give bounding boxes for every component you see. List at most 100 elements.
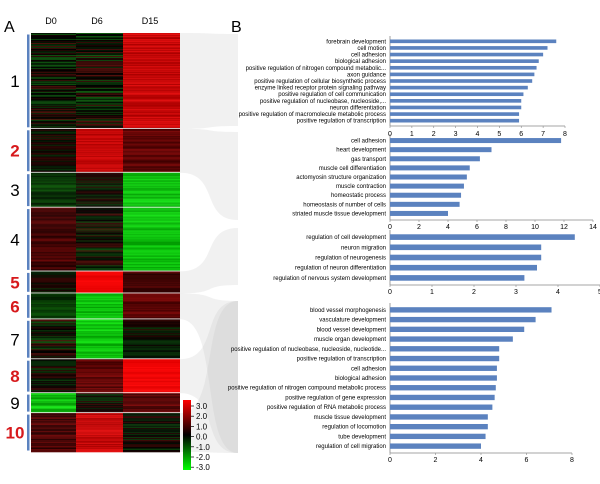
heatmap-cell bbox=[76, 188, 123, 190]
heatmap-cell bbox=[76, 304, 123, 306]
heatmap-cell bbox=[123, 229, 180, 231]
heatmap-cell bbox=[76, 41, 123, 44]
heatmap-cell bbox=[31, 204, 76, 206]
heatmap-cell bbox=[76, 386, 123, 388]
heatmap-cell bbox=[31, 252, 76, 254]
heatmap-cell bbox=[76, 192, 123, 194]
heatmap-cell bbox=[123, 137, 180, 140]
heatmap-cell bbox=[123, 448, 180, 450]
heatmap-cell bbox=[123, 84, 180, 87]
heatmap-cell bbox=[123, 41, 180, 44]
heatmap-cell bbox=[76, 294, 123, 296]
heatmap-cell bbox=[31, 356, 76, 358]
heatmap-cell bbox=[123, 80, 180, 83]
heatmap-cell bbox=[31, 278, 76, 280]
heatmap-cell bbox=[76, 91, 123, 94]
heatmap-cell bbox=[123, 147, 180, 150]
heatmap-cell bbox=[31, 314, 76, 316]
heatmap-cell bbox=[76, 168, 123, 170]
heatmap-cell bbox=[123, 446, 180, 448]
heatmap-cell bbox=[123, 397, 180, 399]
heatmap-cell bbox=[123, 342, 180, 344]
heatmap-cell bbox=[31, 56, 76, 59]
heatmap-cell bbox=[76, 285, 123, 287]
heatmap-cell bbox=[76, 415, 123, 417]
heatmap-cell bbox=[123, 173, 180, 175]
heatmap-cell bbox=[123, 204, 180, 206]
go-term-label: forebrain development bbox=[326, 39, 386, 45]
heatmap-cell bbox=[123, 377, 180, 379]
heatmap-cell bbox=[123, 215, 180, 217]
heatmap-cell bbox=[31, 57, 76, 60]
heatmap-cell bbox=[31, 193, 76, 195]
heatmap-cell bbox=[31, 311, 76, 313]
heatmap-cell bbox=[76, 79, 123, 82]
heatmap-cell bbox=[123, 299, 180, 301]
heatmap-cell bbox=[123, 146, 180, 149]
heatmap-cell bbox=[31, 302, 76, 304]
heatmap-cell bbox=[123, 409, 180, 411]
heatmap-cell bbox=[31, 86, 76, 89]
heatmap-cell bbox=[76, 224, 123, 226]
heatmap-cell bbox=[123, 357, 180, 359]
heatmap-cell bbox=[123, 71, 180, 74]
heatmap-cell bbox=[76, 237, 123, 239]
heatmap-cell bbox=[123, 98, 180, 101]
heatmap-cell bbox=[123, 416, 180, 418]
heatmap-cell bbox=[123, 248, 180, 250]
heatmap-cell bbox=[76, 238, 123, 240]
heatmap-cell bbox=[76, 179, 123, 181]
heatmap-cell bbox=[31, 260, 76, 262]
go-term-label: regulation of neuron differentiation bbox=[295, 266, 386, 272]
heatmap-cell bbox=[76, 139, 123, 142]
heatmap-cell bbox=[31, 401, 76, 403]
heatmap-cell bbox=[31, 279, 76, 281]
heatmap-cell bbox=[76, 320, 123, 322]
heatmap-cell bbox=[31, 430, 76, 432]
heatmap-cell bbox=[76, 379, 123, 381]
heatmap-cell bbox=[123, 239, 180, 241]
heatmap-cell bbox=[31, 371, 76, 373]
heatmap-cell bbox=[123, 36, 180, 39]
heatmap-cell bbox=[31, 245, 76, 247]
heatmap-cell bbox=[76, 353, 123, 355]
heatmap-cell bbox=[123, 224, 180, 226]
heatmap-cell bbox=[76, 150, 123, 153]
heatmap-cell bbox=[123, 61, 180, 64]
heatmap-cell bbox=[123, 218, 180, 220]
heatmap-cell bbox=[123, 33, 180, 35]
go-term-label: cell adhesion bbox=[351, 139, 386, 145]
heatmap-cell bbox=[123, 205, 180, 207]
heatmap-cell bbox=[31, 74, 76, 77]
x-tick-label: 4 bbox=[556, 289, 560, 296]
go-term-label: regulation of neurogenesis bbox=[315, 256, 386, 262]
heatmap-cell bbox=[76, 243, 123, 245]
heatmap-cell bbox=[31, 295, 76, 297]
heatmap-cell bbox=[123, 265, 180, 267]
heatmap-cell bbox=[123, 180, 180, 182]
heatmap-cell bbox=[31, 339, 76, 341]
heatmap-cell bbox=[123, 35, 180, 37]
heatmap-cell bbox=[76, 342, 123, 344]
heatmap-cell bbox=[31, 96, 76, 99]
heatmap-cell bbox=[123, 327, 180, 329]
heatmap-cell bbox=[123, 279, 180, 281]
heatmap-cell bbox=[123, 301, 180, 303]
heatmap-cell bbox=[76, 225, 123, 227]
cluster-label: 5 bbox=[10, 273, 19, 292]
go-term-label: positive regulation of nitrogen compound… bbox=[228, 386, 386, 392]
heatmap-cell bbox=[76, 120, 123, 123]
heatmap-cell bbox=[31, 363, 76, 365]
heatmap-cell bbox=[31, 274, 76, 276]
heatmap-cell bbox=[76, 277, 123, 279]
heatmap-cell bbox=[123, 372, 180, 374]
heatmap-cell bbox=[76, 125, 123, 128]
go-term-label: heart development bbox=[336, 148, 386, 154]
color-key-tick-label: -2.0 bbox=[196, 453, 210, 462]
heatmap-cell bbox=[123, 391, 180, 393]
heatmap-cell bbox=[76, 169, 123, 171]
heatmap-cell bbox=[31, 298, 76, 300]
heatmap-cell bbox=[123, 217, 180, 219]
heatmap-cell bbox=[31, 240, 76, 242]
